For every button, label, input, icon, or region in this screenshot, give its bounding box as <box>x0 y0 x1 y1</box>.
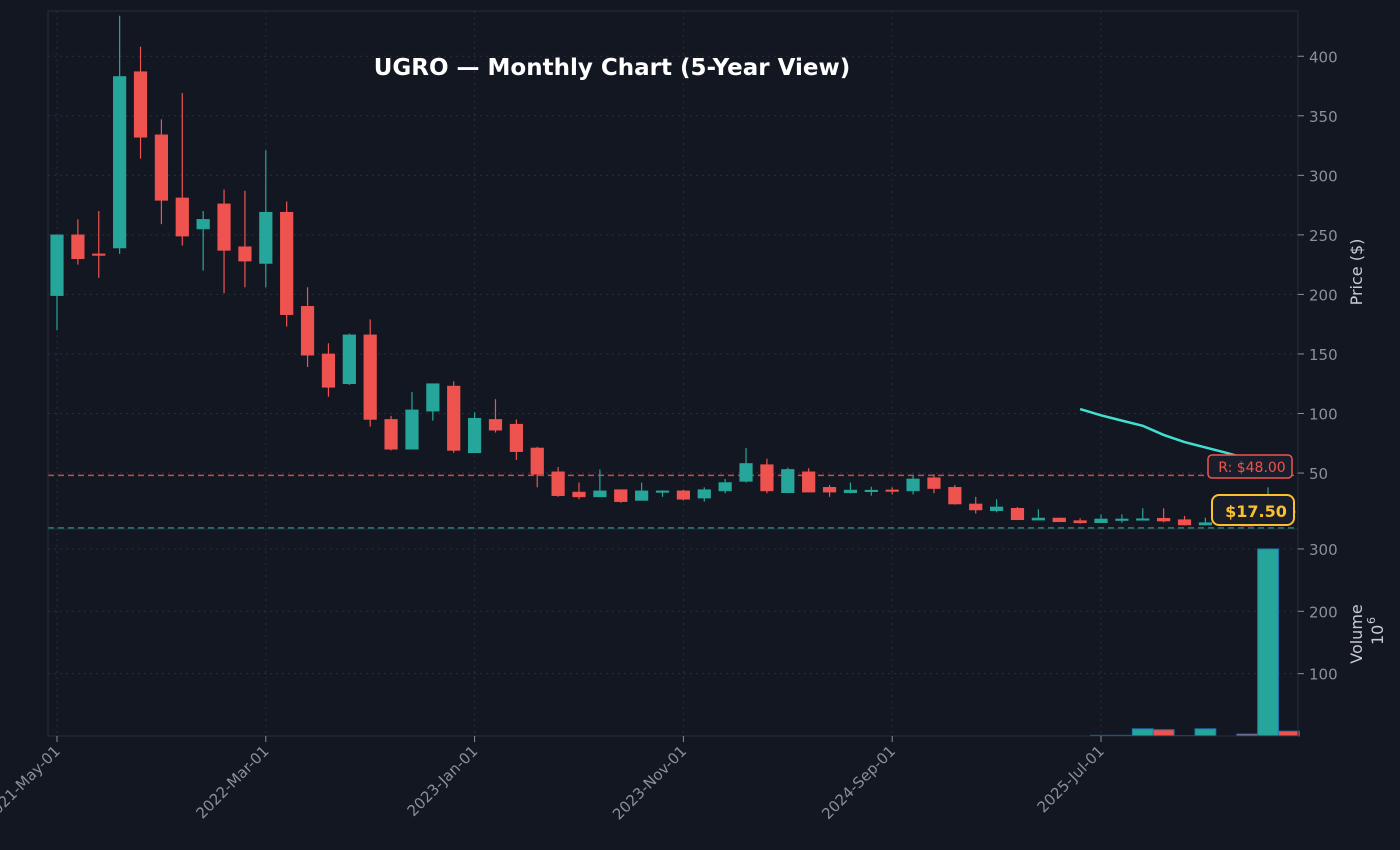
volume-tick-label: 100 <box>1309 666 1338 684</box>
candle-body <box>426 383 440 412</box>
candle-body <box>843 489 858 493</box>
volume-multiplier: 10 6 <box>1365 617 1387 645</box>
candle-body <box>760 464 774 492</box>
volume-tick-label: 300 <box>1309 541 1338 559</box>
candle-body <box>676 490 690 500</box>
svg-text:$17.50: $17.50 <box>1225 502 1287 521</box>
candle-body <box>822 487 837 493</box>
volume-bar <box>1194 728 1217 737</box>
candle-body <box>989 506 1004 511</box>
candle-body <box>1073 520 1087 524</box>
candle-body <box>781 469 795 493</box>
candle-body <box>697 489 711 499</box>
candle-body <box>509 423 523 452</box>
candle-body <box>384 419 398 450</box>
candle-body <box>259 211 273 264</box>
candle-body <box>1177 519 1192 526</box>
candle-body <box>1031 517 1045 521</box>
volume-bar <box>1152 729 1175 737</box>
candle-body <box>1136 518 1150 521</box>
candle-body <box>906 478 920 492</box>
price-tick-label: 300 <box>1309 167 1338 185</box>
volume-axis-label: Volume <box>1347 604 1366 664</box>
candle-body <box>92 253 106 256</box>
price-tick-label: 50 <box>1309 465 1328 483</box>
candle-body <box>196 219 210 230</box>
candle-body <box>1198 522 1212 526</box>
candle-body <box>321 353 336 388</box>
candle-body <box>175 197 189 237</box>
candle-body <box>1115 518 1129 521</box>
resistance-label: R: $48.00 <box>1207 454 1293 479</box>
candle-body <box>551 471 565 496</box>
candle-body <box>1052 517 1066 523</box>
svg-text:6: 6 <box>1365 617 1378 624</box>
level-lines <box>48 474 1298 529</box>
candle-body <box>718 482 732 492</box>
chart-title: UGRO — Monthly Chart (5-Year View) <box>374 55 851 81</box>
price-tick-label: 100 <box>1309 405 1338 423</box>
price-tick-label: 350 <box>1309 108 1338 126</box>
candle-body <box>133 71 148 138</box>
candle-body <box>969 503 983 511</box>
candle-body <box>635 490 649 501</box>
candle-body <box>948 487 962 505</box>
candle-body <box>614 489 628 502</box>
candle-body <box>1157 517 1171 522</box>
candle-body <box>655 490 670 493</box>
candle-body <box>467 417 482 454</box>
candle-body <box>1010 507 1025 521</box>
grid <box>48 11 1298 736</box>
candle-body <box>1094 518 1108 523</box>
volume-bar <box>1278 730 1300 737</box>
candle-body <box>405 409 419 450</box>
volume-bar <box>1131 728 1154 737</box>
candle-body <box>154 134 169 201</box>
current-price-label: $17.50 <box>1211 494 1295 526</box>
candle-body <box>864 489 878 492</box>
candle-body <box>280 211 294 315</box>
candles <box>50 15 1296 527</box>
price-axis-label: Price ($) <box>1347 239 1366 306</box>
price-tick-label: 250 <box>1309 227 1338 245</box>
candle-body <box>593 490 607 498</box>
candle-body <box>447 385 461 451</box>
candle-body <box>342 334 356 385</box>
candle-body <box>739 463 753 482</box>
volume-tick-label: 200 <box>1309 603 1338 621</box>
volume-panel-frame <box>47 528 1299 737</box>
candle-body <box>363 334 377 420</box>
candle-body <box>885 489 899 492</box>
candle-body <box>300 306 315 356</box>
candle-body <box>113 76 127 249</box>
candle-body <box>802 471 816 493</box>
candle-body <box>238 246 252 262</box>
candle-body <box>50 234 64 296</box>
volume-bar <box>1257 548 1279 737</box>
candle-body <box>217 203 231 251</box>
candle-body <box>927 477 941 489</box>
price-tick-label: 200 <box>1309 286 1338 304</box>
candle-body <box>488 419 503 431</box>
candle-body <box>71 234 85 259</box>
candle-body <box>572 491 586 498</box>
candle-body <box>530 447 544 475</box>
price-tick-label: 150 <box>1309 346 1338 364</box>
svg-text:10: 10 <box>1368 625 1387 645</box>
svg-text:R: $48.00: R: $48.00 <box>1218 460 1285 476</box>
price-tick-label: 400 <box>1309 48 1338 66</box>
